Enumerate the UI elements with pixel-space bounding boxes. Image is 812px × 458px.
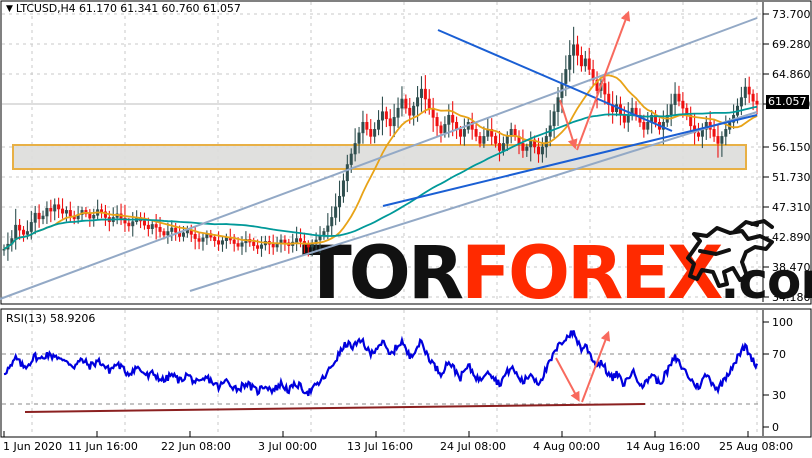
price-label-7: 42.890 — [772, 231, 811, 244]
rsi-header: RSI(13) 58.9206 — [6, 312, 96, 325]
wedge-lower-line[interactable] — [382, 114, 758, 207]
channel-upper-line[interactable] — [0, 17, 758, 300]
time-label-5: 24 Jul 08:00 — [440, 440, 506, 453]
bull-logo-icon — [686, 219, 774, 288]
time-axis — [2, 431, 762, 438]
channel-lower-line[interactable] — [189, 111, 758, 292]
rsi-label-0: 100 — [772, 316, 793, 329]
support-zone[interactable] — [12, 144, 747, 170]
time-label-7: 14 Aug 16:00 — [626, 440, 701, 453]
price-label-2: 64.860 — [772, 68, 811, 81]
time-label-8: 25 Aug 08:00 — [719, 440, 794, 453]
price-label-9: 34.180 — [772, 291, 811, 304]
rsi-down-arrow[interactable] — [555, 357, 580, 402]
price-label-1: 69.280 — [772, 38, 811, 51]
price-label-4: 56.150 — [772, 141, 811, 154]
price-axis-ticks — [762, 2, 769, 436]
time-label-6: 4 Aug 00:00 — [533, 440, 601, 453]
price-up-arrow[interactable] — [576, 10, 631, 151]
rsi-up-arrow[interactable] — [581, 330, 611, 403]
symbol-header-text: LTCUSD,H4 61.170 61.341 60.760 61.057 — [15, 2, 241, 15]
price-down-arrow[interactable] — [559, 99, 578, 150]
time-label-4: 13 Jul 16:00 — [347, 440, 413, 453]
time-label-1: 11 Jun 16:00 — [68, 440, 138, 453]
ma-slow-line — [3, 105, 758, 250]
price-label-0: 73.700 — [772, 8, 811, 21]
time-label-0: 1 Jun 2020 — [3, 440, 63, 453]
rsi-line — [3, 330, 759, 397]
collapse-icon[interactable]: ▼ — [6, 4, 13, 14]
time-label-3: 3 Jul 00:00 — [258, 440, 317, 453]
price-label-5: 51.730 — [772, 171, 811, 184]
rsi-label-3: 0 — [772, 421, 779, 434]
rsi-label-1: 70 — [772, 348, 786, 361]
price-label-6: 47.310 — [772, 201, 811, 214]
current-price-badge: 61.057 — [766, 95, 809, 109]
rsi-pane-frame — [0, 308, 812, 438]
symbol-header: ▼ LTCUSD,H4 61.170 61.341 60.760 61.057 — [6, 2, 241, 15]
time-label-2: 22 Jun 08:00 — [161, 440, 231, 453]
wedge-upper-line[interactable] — [437, 29, 673, 132]
price-label-8: 38.470 — [772, 261, 811, 274]
rsi-support-line[interactable] — [24, 403, 646, 413]
rsi-label-2: 30 — [772, 389, 786, 402]
